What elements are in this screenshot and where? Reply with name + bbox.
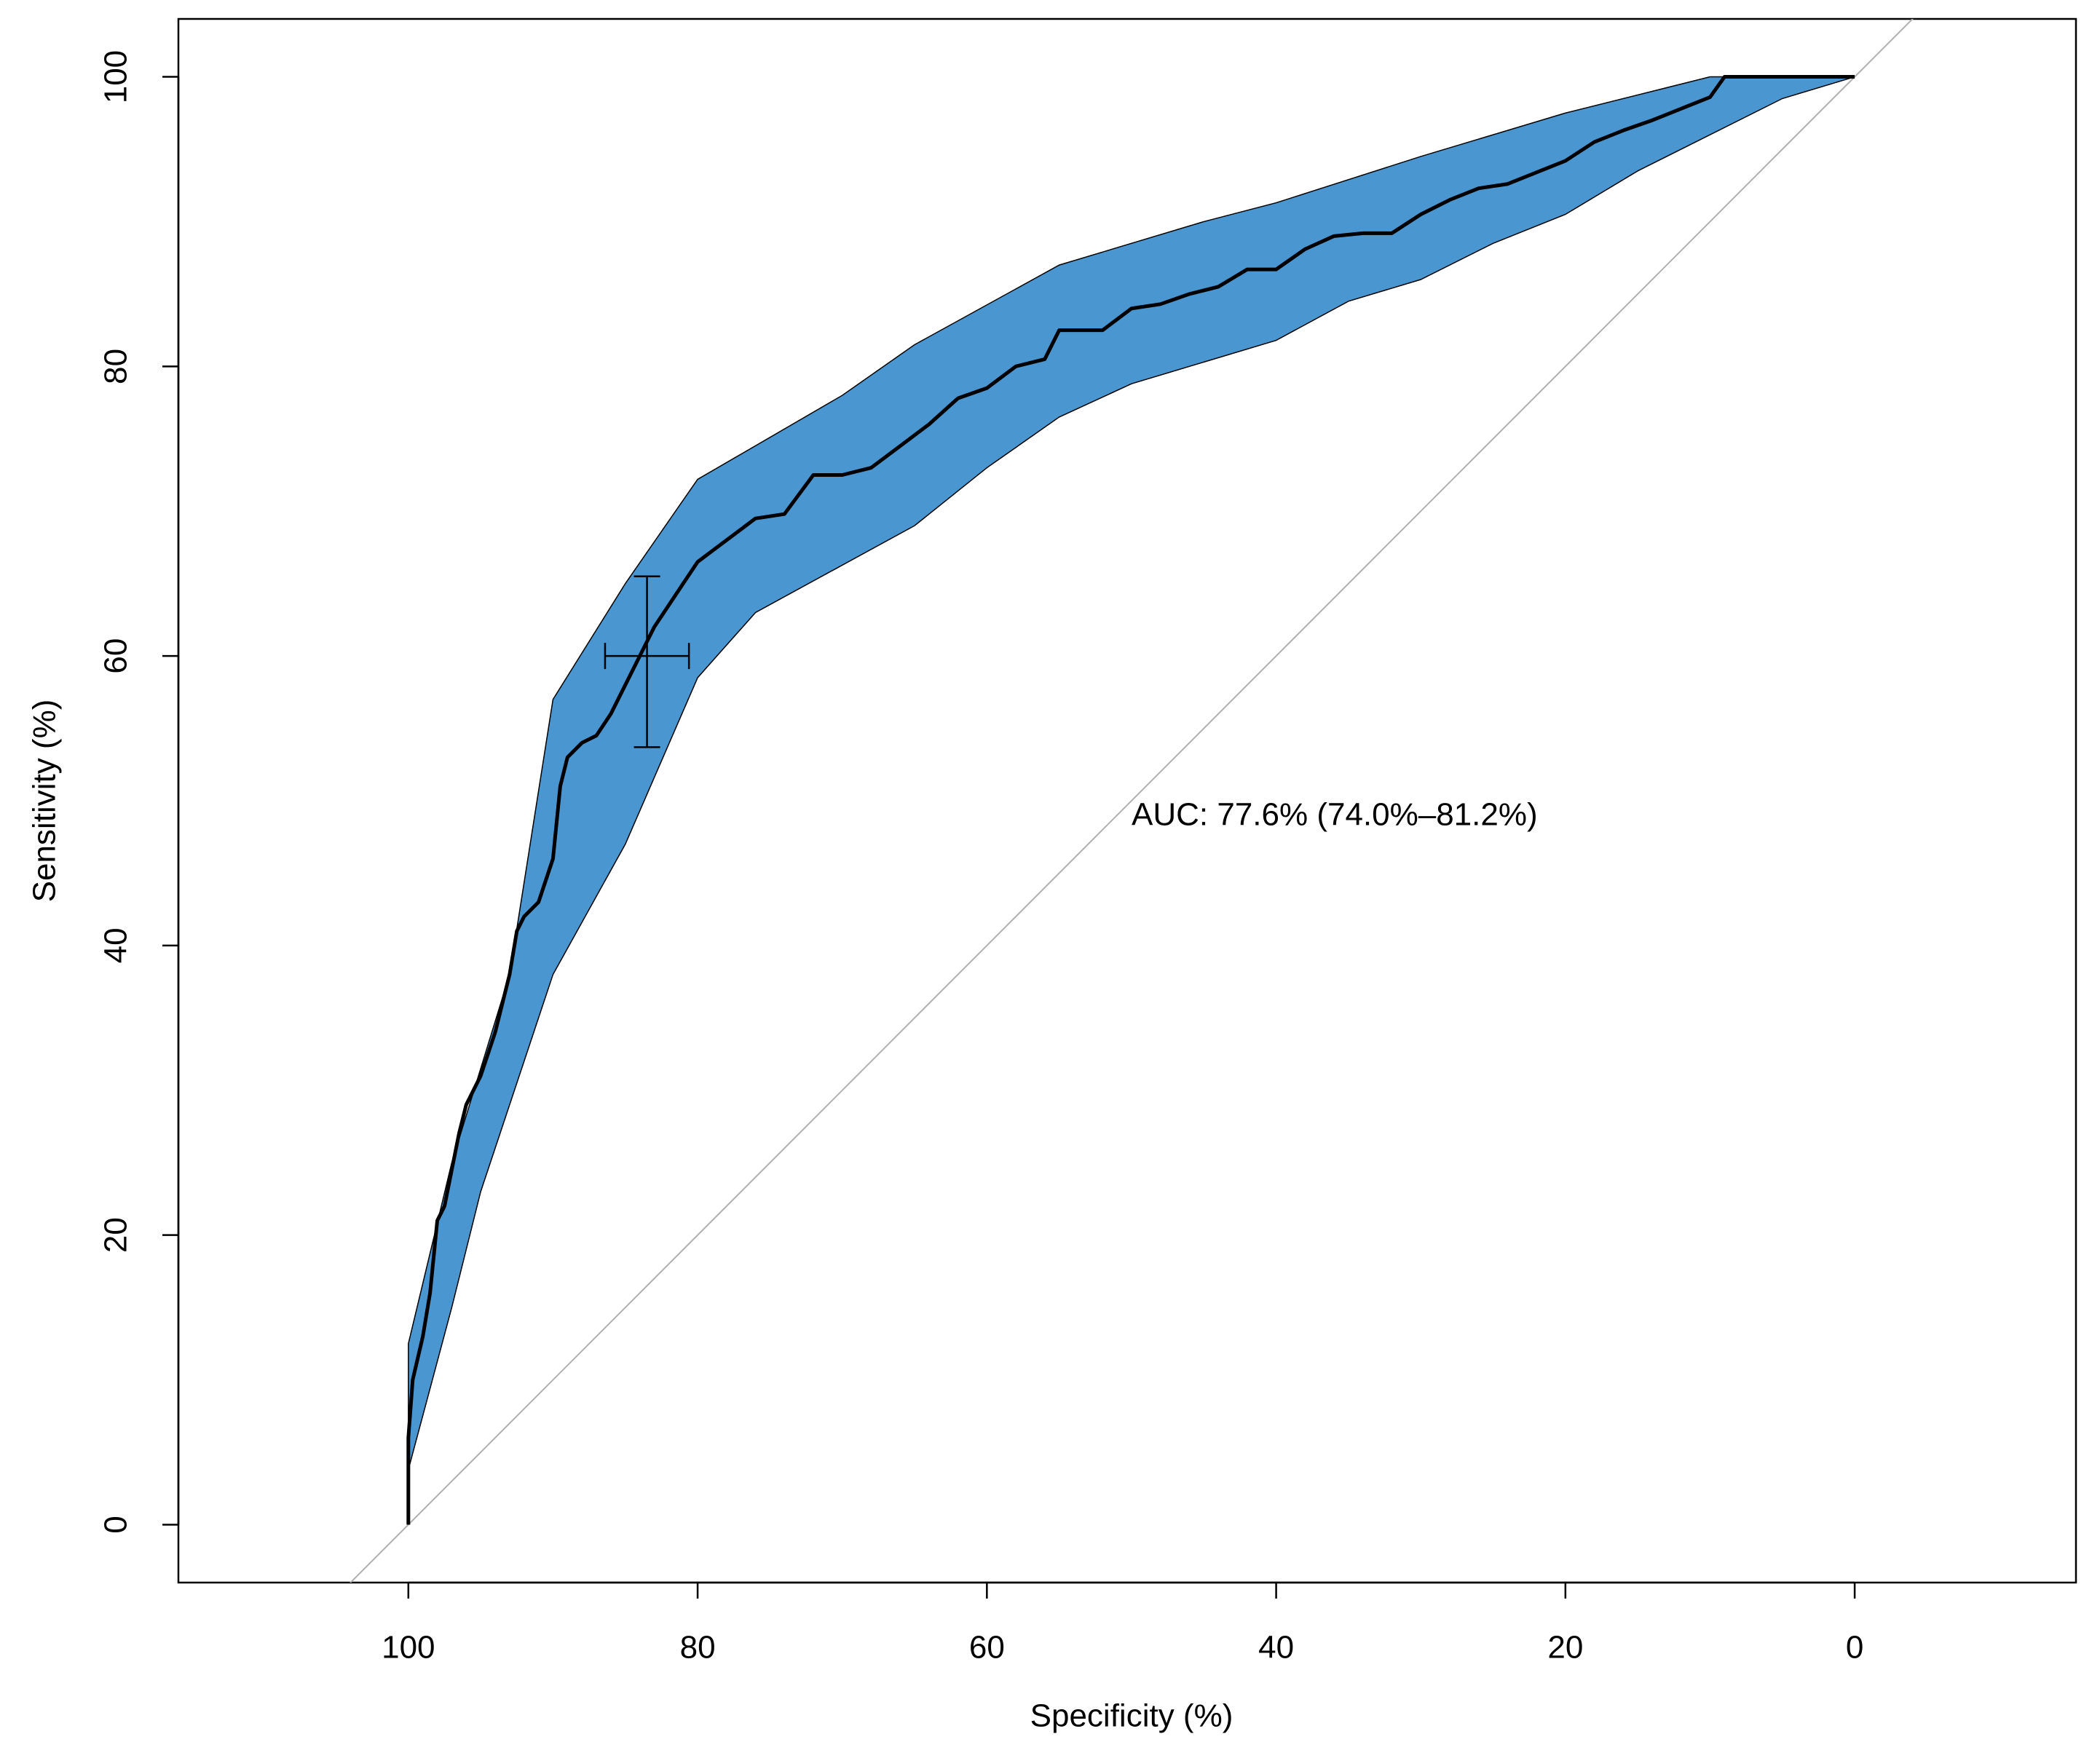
y-tick-label: 80 — [98, 349, 134, 384]
y-tick-label: 20 — [98, 1217, 134, 1253]
y-tick-label: 100 — [98, 50, 134, 103]
y-tick-label: 40 — [98, 927, 134, 963]
reference-line — [349, 19, 1914, 1583]
x-tick-label: 100 — [382, 1630, 435, 1666]
x-tick-label: 20 — [1547, 1630, 1583, 1666]
y-axis-title: Sensitivity (%) — [27, 700, 63, 903]
auc-annotation: AUC: 77.6% (74.0%–81.2%) — [1132, 797, 1538, 833]
x-tick-label: 0 — [1846, 1630, 1863, 1666]
y-tick-label: 0 — [98, 1516, 134, 1533]
ci-band — [408, 76, 1855, 1470]
roc-curve — [406, 75, 1855, 1525]
y-tick-label: 60 — [98, 638, 134, 674]
plot-area — [349, 19, 1914, 1583]
x-tick-label: 60 — [969, 1630, 1005, 1666]
x-tick-label: 80 — [680, 1630, 716, 1666]
x-axis-title: Specificity (%) — [1030, 1698, 1233, 1734]
x-tick-label: 40 — [1258, 1630, 1294, 1666]
